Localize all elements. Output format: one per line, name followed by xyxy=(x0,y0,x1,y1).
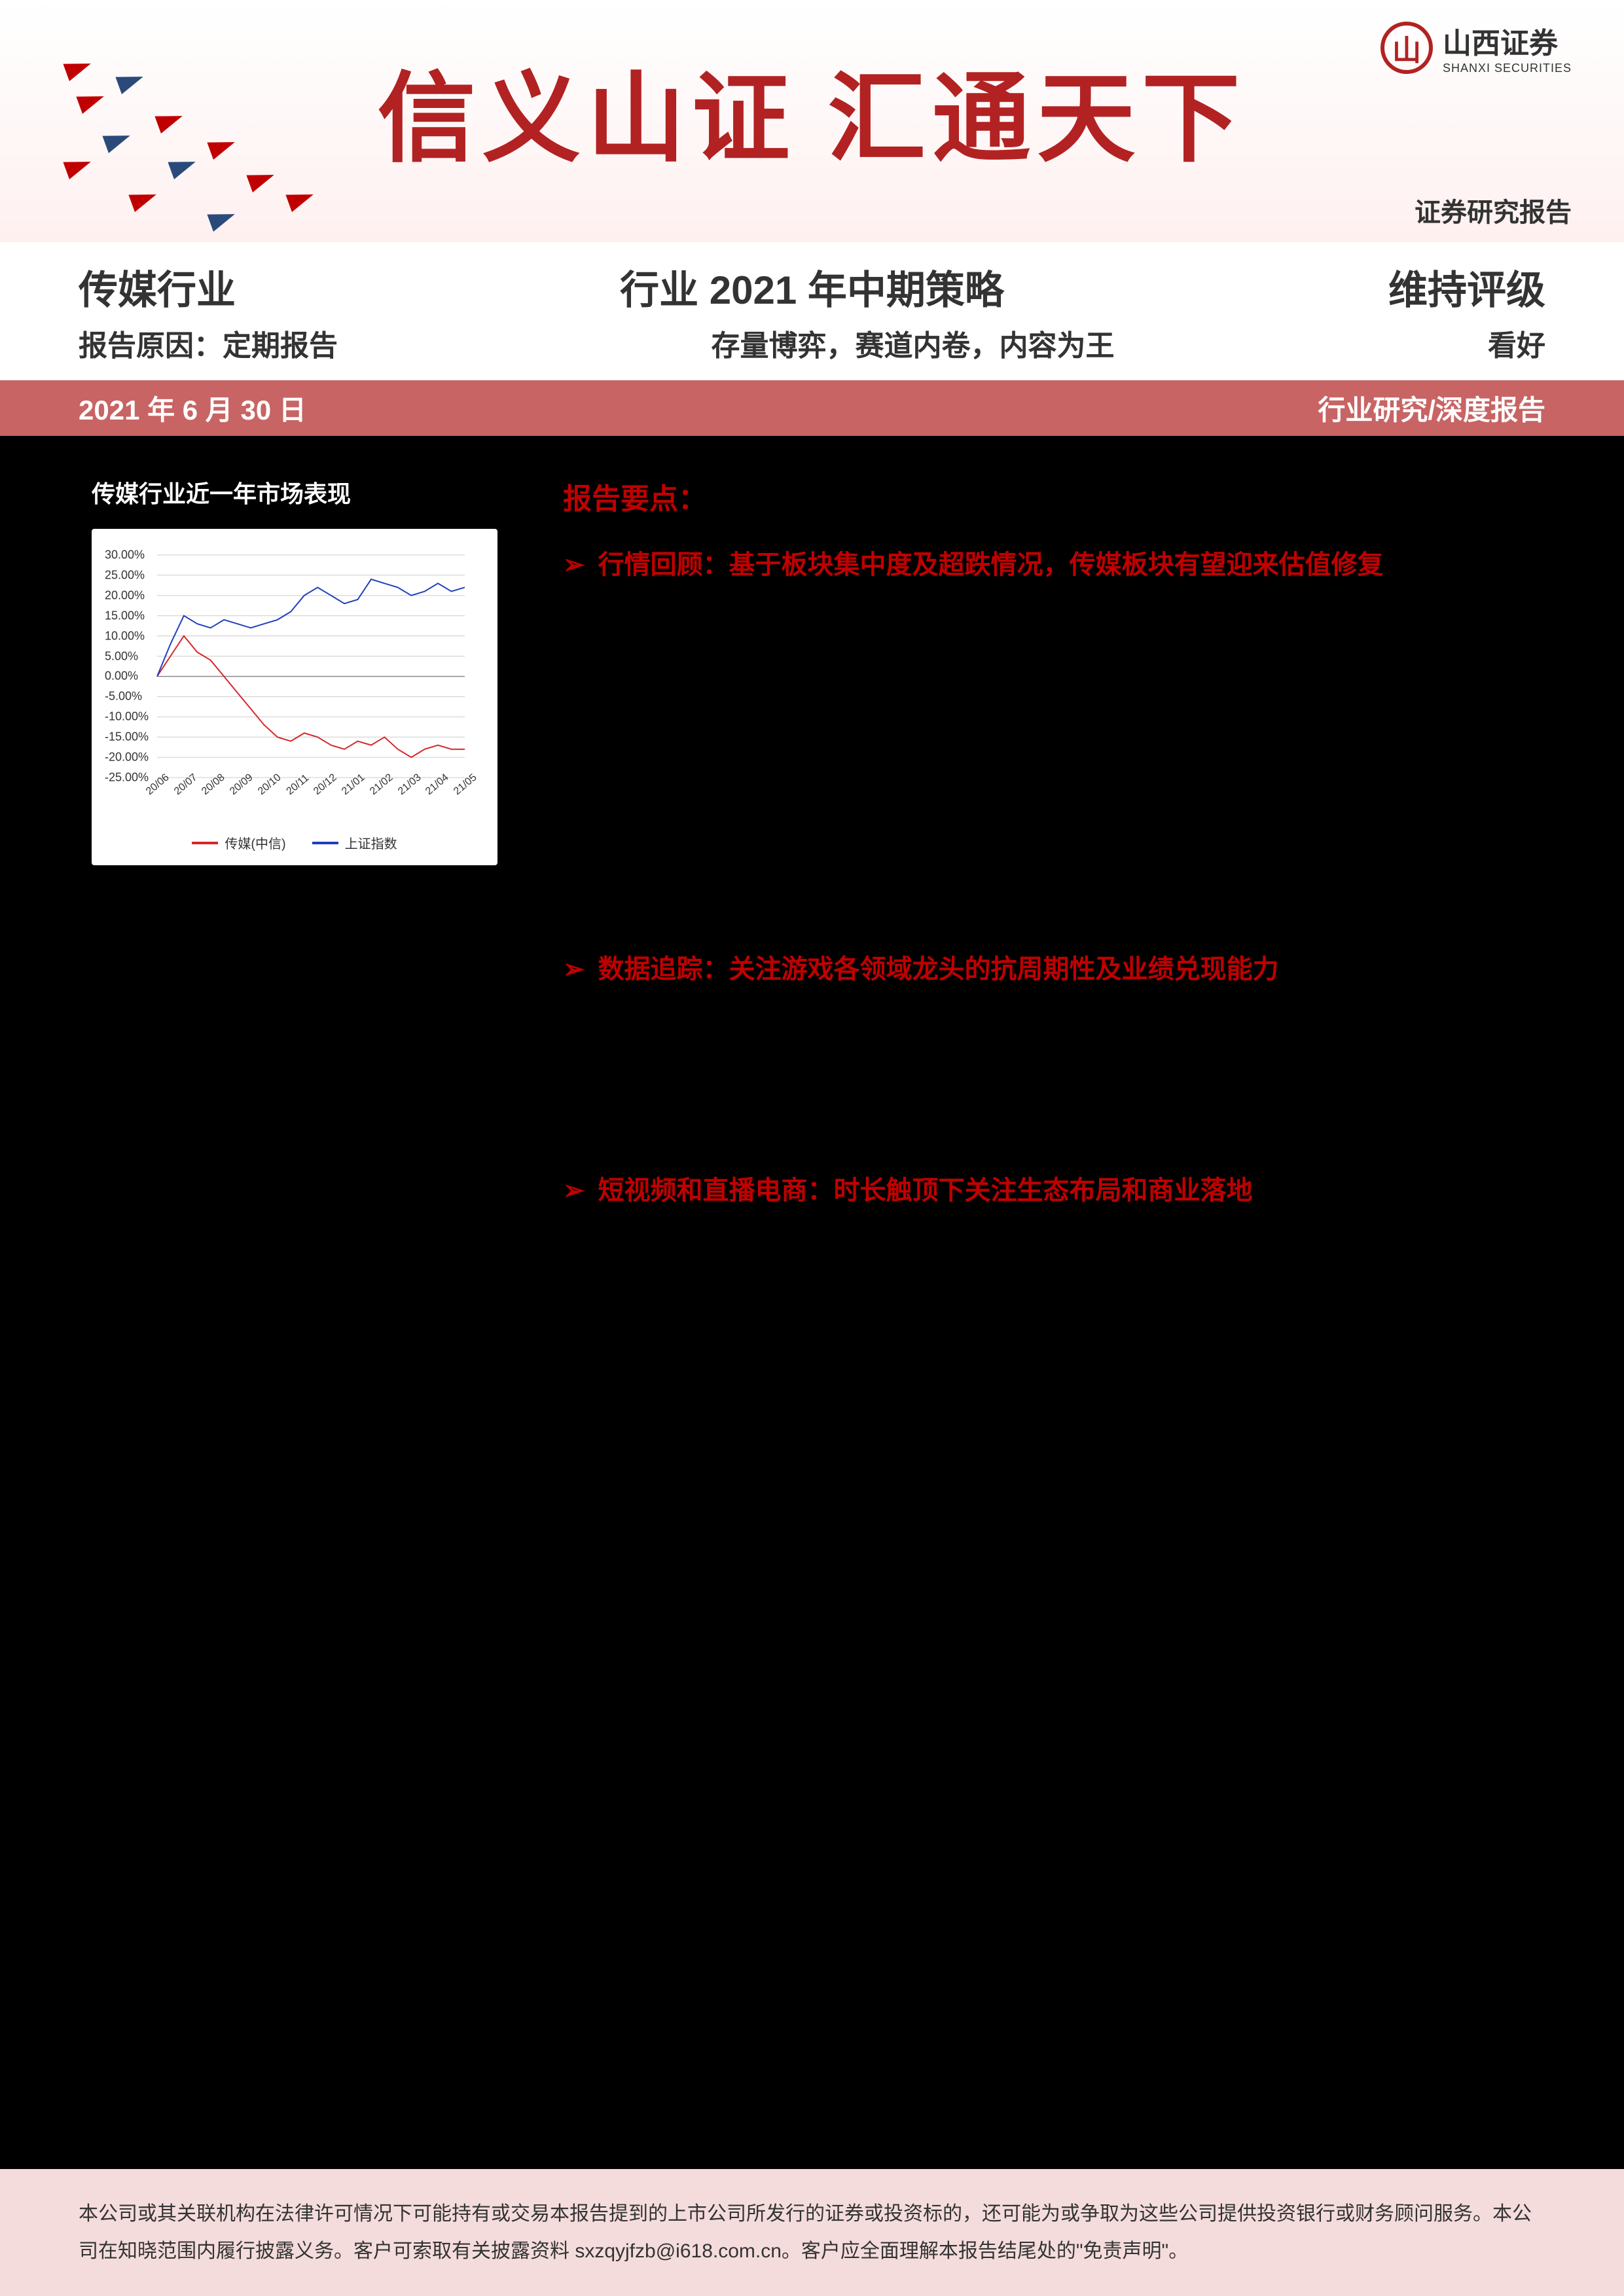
legend-item: 传媒(中信) xyxy=(192,833,285,852)
sub-row: 报告原因：定期报告 存量博弈，赛道内卷，内容为王 看好 xyxy=(0,322,1624,380)
sidebar: 传媒行业近一年市场表现 30.00%25.00%20.00%15.00%10.0… xyxy=(92,475,497,865)
banner-slogan: 信义山证 汇通天下 xyxy=(378,39,1247,181)
footer-disclaimer: 本公司或其关联机构在法律许可情况下可能持有或交易本报告提到的上市公司所发行的证券… xyxy=(0,2169,1624,2296)
arrows-decoration xyxy=(39,39,367,223)
legend-swatch-icon xyxy=(312,842,338,844)
bullet-arrow-icon: ➢ xyxy=(563,954,585,984)
legend-item: 上证指数 xyxy=(312,833,397,852)
line-chart: 30.00%25.00%20.00%15.00%10.00%5.00%0.00%… xyxy=(105,548,471,823)
chart-frame: 30.00%25.00%20.00%15.00%10.00%5.00%0.00%… xyxy=(92,529,497,865)
bullet-text: 数据追踪：关注游戏各领域龙头的抗周期性及业绩兑现能力 xyxy=(598,955,1279,984)
bullets-list: ➢ 行情回顾：基于板块集中度及超跌情况，传媒板块有望迎来估值修复 ➢ 数据追踪：关注游… xyxy=(563,543,1479,1207)
report-label: 证券研究报告 xyxy=(1415,191,1572,229)
date-bar: 2021 年 6 月 30 日 行业研究/深度报告 xyxy=(0,380,1624,436)
bullet-arrow-icon: ➢ xyxy=(563,550,585,580)
legend-label: 上证指数 xyxy=(345,833,397,852)
bullet-item: ➢ 行情回顾：基于板块集中度及超跌情况，传媒板块有望迎来估值修复 xyxy=(563,543,1479,581)
company-name-cn: 山西证券 xyxy=(1443,20,1572,62)
report-date: 2021 年 6 月 30 日 xyxy=(79,388,306,428)
logo-mark-icon: 山 xyxy=(1380,22,1433,74)
chart-title: 传媒行业近一年市场表现 xyxy=(92,475,497,509)
company-logo: 山 山西证券 SHANXI SECURITIES xyxy=(1380,20,1572,75)
disclaimer-text: 本公司或其关联机构在法律许可情况下可能持有或交易本报告提到的上市公司所发行的证券… xyxy=(79,2203,1532,2262)
bullet-text: 短视频和直播电商：时长触顶下关注生态布局和商业落地 xyxy=(598,1176,1253,1205)
strategy-title: 行业 2021 年中期策略 xyxy=(620,259,1004,315)
industry-name: 传媒行业 xyxy=(79,259,236,315)
main-content: 报告要点： ➢ 行情回顾：基于板块集中度及超跌情况，传媒板块有望迎来估值修复 ➢ 数据… xyxy=(563,475,1479,1207)
body-area: 传媒行业近一年市场表现 30.00%25.00%20.00%15.00%10.0… xyxy=(0,436,1624,514)
report-category: 行业研究/深度报告 xyxy=(1318,388,1545,428)
logo-text: 山西证券 SHANXI SECURITIES xyxy=(1443,20,1572,75)
bullet-item: ➢ 数据追踪：关注游戏各领域龙头的抗周期性及业绩兑现能力 xyxy=(563,948,1479,986)
legend-swatch-icon xyxy=(192,842,218,844)
bullet-item: ➢ 短视频和直播电商：时长触顶下关注生态布局和商业落地 xyxy=(563,1169,1479,1207)
rating-value: 看好 xyxy=(1488,322,1545,364)
company-name-en: SHANXI SECURITIES xyxy=(1443,62,1572,75)
legend-label: 传媒(中信) xyxy=(225,833,285,852)
chart-legend: 传媒(中信) 上证指数 xyxy=(105,823,484,852)
report-subtitle: 存量博弈，赛道内卷，内容为王 xyxy=(712,322,1115,364)
bullet-arrow-icon: ➢ xyxy=(563,1175,585,1206)
rating-label: 维持评级 xyxy=(1388,259,1545,315)
section-heading: 报告要点： xyxy=(563,475,1479,517)
bullet-text: 行情回顾：基于板块集中度及超跌情况，传媒板块有望迎来估值修复 xyxy=(598,550,1384,579)
title-row: 传媒行业 行业 2021 年中期策略 维持评级 xyxy=(0,242,1624,322)
page-header: 信义山证 汇通天下 山 山西证券 SHANXI SECURITIES 证券研究报… xyxy=(0,0,1624,242)
report-reason: 报告原因：定期报告 xyxy=(79,322,338,364)
